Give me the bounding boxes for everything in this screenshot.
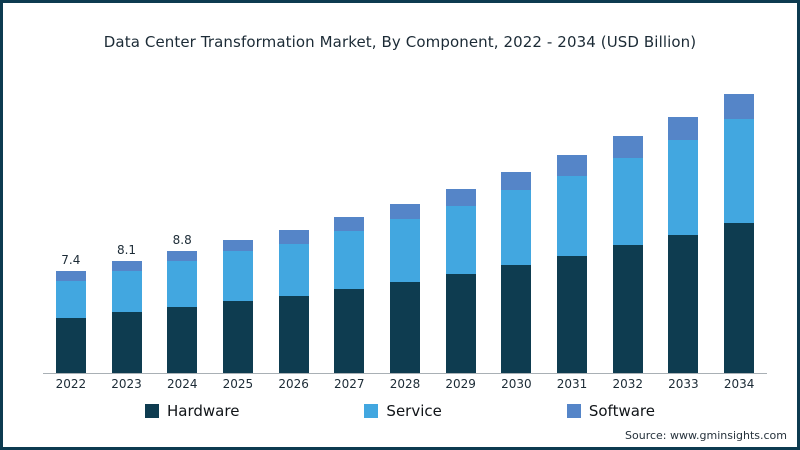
bar-group: 8.1 — [99, 81, 155, 373]
source-attribution: Source: www.gminsights.com — [625, 429, 787, 442]
stacked-bar — [612, 136, 643, 373]
chart-title: Data Center Transformation Market, By Co… — [103, 33, 697, 51]
bar-segment-software — [111, 261, 142, 271]
stacked-bar — [501, 172, 532, 373]
bar-group — [433, 81, 489, 373]
x-axis-label: 2032 — [612, 377, 643, 391]
bar-segment-service — [724, 119, 755, 223]
bar-segment-software — [222, 240, 253, 251]
bar-segment-service — [668, 140, 699, 235]
stacked-bar — [55, 271, 86, 373]
bar-group — [266, 81, 322, 373]
legend-label: Software — [588, 402, 655, 420]
stacked-bar — [389, 204, 420, 373]
bar-group — [377, 81, 433, 373]
bar-segment-service — [334, 231, 365, 289]
x-axis-label: 2030 — [501, 377, 532, 391]
stacked-bar — [278, 230, 309, 373]
stacked-bar — [111, 261, 142, 373]
bar-segment-software — [501, 172, 532, 190]
bar-segment-hardware — [167, 307, 198, 373]
bar-value-label: 7.4 — [61, 253, 81, 267]
x-axis-label: 2025 — [222, 377, 254, 391]
bar-group — [210, 81, 266, 373]
plot-area: 7.4 8.1 8.8 — [43, 81, 767, 374]
legend-label: Service — [386, 402, 442, 420]
stacked-bar — [668, 117, 699, 373]
bar-segment-software — [445, 189, 476, 206]
bar-segment-hardware — [389, 282, 420, 373]
bar-segment-service — [167, 261, 198, 307]
x-axis-label: 2034 — [723, 377, 755, 391]
bar-segment-service — [557, 176, 588, 256]
bar-group — [656, 81, 712, 373]
bar-segment-service — [389, 219, 420, 282]
bar-segment-hardware — [278, 296, 309, 373]
bar-value-label: 8.1 — [116, 243, 137, 257]
bar-group — [600, 81, 656, 373]
bar-segment-software — [612, 136, 643, 158]
legend: Hardware Service Software — [3, 402, 797, 420]
bar-segment-software — [167, 251, 198, 261]
bar-segment-software — [389, 204, 420, 219]
bar-segment-software — [724, 94, 755, 119]
bar-segment-service — [612, 158, 643, 245]
bar-segment-hardware — [55, 318, 86, 373]
bar-segment-service — [111, 271, 142, 312]
x-axis-label: 2033 — [668, 377, 699, 391]
x-axis-label: 2027 — [334, 377, 365, 391]
bar-segment-software — [334, 217, 365, 231]
x-axis-label: 2024 — [166, 377, 198, 391]
stacked-bar — [445, 189, 476, 373]
bar-group — [489, 81, 545, 373]
bar-segment-service — [501, 190, 532, 265]
bar-segment-hardware — [222, 301, 253, 373]
bar-segment-service — [278, 244, 309, 296]
bar-group — [544, 81, 600, 373]
bar-segment-service — [222, 251, 253, 301]
legend-label: Hardware — [167, 402, 240, 420]
bar-segment-software — [55, 271, 86, 281]
legend-item-hardware: Hardware — [145, 402, 239, 420]
legend-item-software: Software — [566, 402, 655, 420]
bar-group — [321, 81, 377, 373]
bar-segment-software — [278, 230, 309, 244]
bar-segment-hardware — [501, 265, 532, 373]
stacked-bar — [334, 217, 365, 373]
legend-swatch-software — [566, 404, 581, 418]
stacked-bar — [167, 251, 198, 373]
x-axis-labels: 2022 2023 2024 2025 2026 2027 2028 2029 2030 2031… — [43, 377, 767, 391]
legend-swatch-hardware — [145, 404, 159, 418]
x-axis-label: 2022 — [55, 377, 87, 391]
bar-group: 7.4 — [43, 81, 99, 373]
bar-segment-hardware — [334, 289, 365, 373]
bar-segment-service — [445, 206, 476, 274]
x-axis-label: 2031 — [556, 377, 588, 391]
stacked-bar — [557, 155, 588, 373]
bar-segment-hardware — [445, 274, 476, 373]
x-axis-label: 2028 — [389, 377, 421, 391]
legend-item-service: Service — [364, 402, 442, 420]
bar-segment-hardware — [557, 256, 588, 373]
stacked-bar — [724, 94, 755, 373]
x-axis-label: 2023 — [111, 377, 142, 391]
bar-group — [711, 81, 767, 373]
bar-segment-software — [557, 155, 588, 176]
x-axis-label: 2026 — [278, 377, 309, 391]
bar-value-label: 8.8 — [172, 233, 192, 247]
bar-segment-hardware — [668, 235, 699, 373]
bar-segment-hardware — [724, 223, 755, 373]
x-axis-label: 2029 — [445, 377, 476, 391]
bar-segment-software — [668, 117, 699, 140]
bar-segment-service — [55, 281, 86, 318]
bar-segment-hardware — [612, 245, 643, 373]
bar-segment-hardware — [111, 312, 142, 373]
legend-swatch-service — [364, 404, 379, 418]
bar-group: 8.8 — [154, 81, 210, 373]
stacked-bar — [222, 240, 253, 373]
